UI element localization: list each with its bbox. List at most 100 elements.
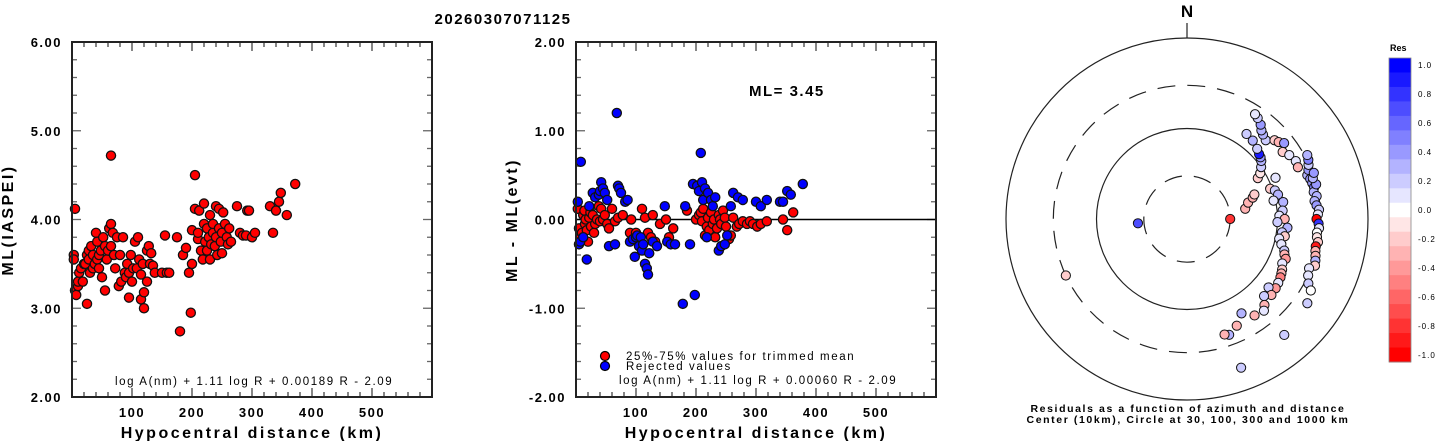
plot2-data-point <box>651 240 663 252</box>
plot1-data-point <box>81 298 93 310</box>
polar-data-point <box>1249 310 1260 321</box>
plot1-data-point <box>141 276 153 287</box>
polar-ring-30km <box>1143 175 1231 263</box>
plot2-x-tick-label: 300 <box>743 405 769 420</box>
plot-residual-polar: N Residuals as a function of azimuth and… <box>1005 2 1436 426</box>
plot1-data-point <box>198 198 210 209</box>
plot2-data-point <box>583 200 595 212</box>
plot2-data-point <box>689 289 701 301</box>
polar-data-point <box>1272 217 1283 228</box>
plot1-data-point <box>105 150 117 161</box>
polar-data-point <box>1132 218 1144 229</box>
colorbar-tick-label: -0.6 <box>1418 293 1436 302</box>
north-label: N <box>1181 2 1193 21</box>
plot2-data-point <box>636 203 648 215</box>
polar-data-point <box>1284 149 1295 161</box>
colorbar-cell <box>1389 72 1411 88</box>
plot1-x-tick-label: 100 <box>119 405 145 420</box>
polar-data-point <box>1258 290 1270 302</box>
plot1-data-point <box>171 231 183 243</box>
polar-data-point <box>1225 213 1236 225</box>
plot1-data-point <box>68 254 80 265</box>
colorbar-cell <box>1389 246 1411 262</box>
plot2-y-tick-label: 2.00 <box>535 35 566 50</box>
plot1-data-point <box>180 242 192 254</box>
plot2-data-point <box>669 239 681 250</box>
plot2-data-point <box>679 200 691 212</box>
polar-data-point <box>1279 138 1290 149</box>
plot1-data-point <box>185 307 197 318</box>
plot1-data-point <box>114 249 126 261</box>
plot2-data-point <box>777 214 789 225</box>
plot2-data-point <box>709 192 721 203</box>
plot1-data-point <box>225 236 237 247</box>
plot1-data-point <box>243 205 255 216</box>
plot1-data-point <box>249 227 261 239</box>
plot2-data-point <box>761 216 773 227</box>
plot1-data-point <box>77 276 89 287</box>
plot2-points <box>572 107 809 310</box>
plot2-x-tick-labels: 100 200 300 400 500 <box>623 405 888 420</box>
polar-data-point <box>1302 298 1313 309</box>
plot2-data-point <box>737 194 749 206</box>
colorbar-frame <box>1388 57 1412 363</box>
plot2-y-tick-labels: -2.00 -1.00 0.00 1.00 2.00 <box>529 35 566 405</box>
colorbar-tick-label: 0.0 <box>1418 206 1432 215</box>
plot2-x-tick-label: 400 <box>803 405 829 420</box>
plot1-data-point <box>189 169 201 181</box>
colorbar-cell <box>1389 130 1411 146</box>
plot2-data-point <box>719 239 731 250</box>
plot2-data-point <box>625 214 637 225</box>
ml-annotation: ML= 3.45 <box>749 83 825 100</box>
plot2-data-point <box>588 227 600 239</box>
polar-data-point <box>1236 308 1247 319</box>
plot2-formula: log A(nm) + 1.11 log R + 0.00060 R - 2.0… <box>619 375 897 387</box>
plot1-data-point <box>204 209 216 221</box>
plot2-data-point <box>684 239 696 250</box>
colorbar-title: Res <box>1390 43 1407 53</box>
polar-title: Residuals as a function of azimuth and d… <box>1031 403 1346 415</box>
plot1-y-tick-labels: 2.00 3.00 4.00 5.00 6.00 <box>31 35 61 405</box>
plot2-data-point <box>659 200 671 212</box>
colorbar-tick-label: 0.2 <box>1418 177 1432 186</box>
plot1-data-point <box>217 207 229 218</box>
colorbar-cell <box>1389 231 1411 247</box>
plot2-data-point <box>601 194 613 206</box>
legend-marker-rejected <box>599 360 611 372</box>
colorbar-cell <box>1389 188 1411 204</box>
legend-label-rejected: Rejected values <box>626 361 732 373</box>
plot2-data-point <box>787 207 799 218</box>
plot1-points <box>68 150 301 337</box>
plot1-data-point <box>109 263 121 274</box>
plot2-data-point <box>609 239 621 250</box>
chart-title: 20260307071125 <box>435 11 572 28</box>
colorbar-cell <box>1389 304 1411 320</box>
polar-ring-100km <box>1095 127 1279 311</box>
plot2-data-point <box>603 223 615 234</box>
plot1-formula: log A(nm) + 1.11 log R + 0.00189 R - 2.0… <box>115 376 393 388</box>
plot1-data-point <box>138 287 150 298</box>
plot2-data-point <box>617 209 629 221</box>
polar-data-point <box>1270 172 1281 183</box>
colorbar-cell <box>1389 58 1411 73</box>
plot1-data-point <box>99 285 111 296</box>
plot2-data-point <box>615 187 627 199</box>
plot2-data-point <box>727 212 739 223</box>
plot2-y-tick-label: 0.00 <box>535 213 566 228</box>
plot1-frame <box>71 41 433 398</box>
plot2-x-tick-label: 100 <box>623 405 649 420</box>
plot1-data-point <box>267 227 279 239</box>
colorbar-tick-label: -0.4 <box>1418 264 1436 273</box>
colorbar-tick-label: -0.2 <box>1418 235 1436 244</box>
colorbar-tick-label: 1.0 <box>1418 61 1432 70</box>
polar-data-point <box>1305 285 1316 296</box>
plot1-data-point <box>138 302 150 314</box>
polar-data-point <box>1241 128 1252 140</box>
plot-ml-vs-distance: 2.00 3.00 4.00 5.00 6.00 100 200 300 400 500 Hyp… <box>0 35 433 441</box>
polar-data-point <box>1279 329 1290 341</box>
colorbar-cell <box>1389 347 1411 363</box>
polar-data-point <box>1308 167 1319 178</box>
polar-data-point <box>1249 109 1261 120</box>
colorbar-labels: 1.0 0.8 0.6 0.4 0.2 0.0 -0.2 -0.4 -0.6 -0.8 -1.0 <box>1418 61 1436 360</box>
plot1-data-point <box>132 231 144 243</box>
